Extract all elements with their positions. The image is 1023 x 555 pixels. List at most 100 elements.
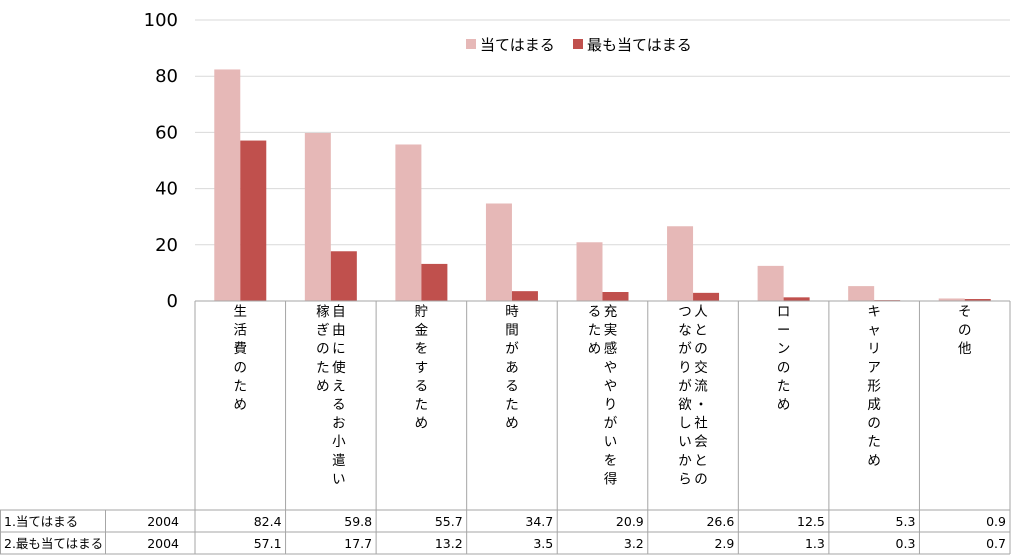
table-cell-value: 34.7 xyxy=(525,514,553,529)
y-tick-label: 0 xyxy=(167,291,178,312)
bar-series1 xyxy=(757,265,784,301)
bar-series1 xyxy=(485,203,512,301)
bar-series1 xyxy=(304,132,331,301)
category-label-char: い xyxy=(604,434,618,450)
bar-series1 xyxy=(395,144,422,301)
category-label-char: 間 xyxy=(505,323,519,339)
y-axis-ticks: 0 20 40 60 80 100 xyxy=(144,10,178,312)
legend-label: 当てはまる xyxy=(480,36,555,54)
bar-series2 xyxy=(330,251,357,301)
y-tick-label: 40 xyxy=(155,179,178,200)
bar-series2 xyxy=(693,292,720,301)
bar-series1 xyxy=(938,298,965,301)
category-label-char: 形 xyxy=(867,378,881,394)
category-label-char: た xyxy=(867,434,881,450)
category-label-char: す xyxy=(415,360,429,376)
category-label-char: の xyxy=(694,471,708,487)
category-label-char: の xyxy=(694,341,708,357)
category-label-char: め xyxy=(867,453,881,469)
category-label-char: る xyxy=(505,378,519,394)
category-label-char: 遣 xyxy=(332,453,346,469)
category-label-char: い xyxy=(332,471,346,487)
category-label-char: た xyxy=(316,360,330,376)
bar-series2 xyxy=(964,299,991,301)
table-cell-value: 20.9 xyxy=(616,514,644,529)
category-label-char: ぎ xyxy=(316,323,330,339)
category-label-char: と xyxy=(694,323,708,339)
category-label-char: る xyxy=(588,304,602,320)
category-label-char: か xyxy=(678,453,692,469)
bar-series1 xyxy=(214,69,241,302)
category-label-char: 金 xyxy=(415,323,429,339)
table-cell-value: 3.5 xyxy=(533,536,553,551)
category-label-char: 会 xyxy=(694,434,708,450)
category-label-char: め xyxy=(415,416,429,432)
category-label-char: お xyxy=(332,416,346,432)
category-label-char: 使 xyxy=(332,359,346,376)
table-cell-value: 82.4 xyxy=(254,514,282,529)
category-label-char: め xyxy=(588,341,602,357)
category-label-char: り xyxy=(604,397,618,413)
table-cell-value: 1.3 xyxy=(805,536,825,551)
table-cell-value: 12.5 xyxy=(797,514,825,529)
category-label-char: 成 xyxy=(867,397,881,413)
category-label-char: ア xyxy=(867,360,881,376)
category-label-char: え xyxy=(332,378,346,394)
table-cell-value: 3.2 xyxy=(624,536,644,551)
category-label-char: ー xyxy=(777,323,791,339)
category-label-char: た xyxy=(505,397,519,413)
category-label-char: 人 xyxy=(694,304,708,320)
category-label-char: の xyxy=(234,360,248,376)
table-row-year: 2004 xyxy=(147,536,179,551)
category-label-char: 交 xyxy=(694,359,708,376)
category-label-char: ン xyxy=(777,341,791,357)
category-label-char: め xyxy=(505,416,519,432)
category-label-char: キ xyxy=(867,304,881,320)
category-label-char: り xyxy=(678,360,692,376)
table-cell-value: 0.3 xyxy=(896,536,916,551)
category-label-char: 感 xyxy=(604,340,618,357)
bar-series1 xyxy=(848,286,875,301)
table-cell-value: 5.3 xyxy=(896,514,916,529)
category-label-char: や xyxy=(604,378,618,394)
table-cell-value: 55.7 xyxy=(435,514,463,529)
table-cell-value: 59.8 xyxy=(344,514,372,529)
category-label-char: を xyxy=(604,453,618,469)
data-table: 生活費のため稼ぎのため自由に使えるお小遣い貯金をするため時間があるためるため充実… xyxy=(0,300,1011,555)
bar-series2 xyxy=(783,297,810,301)
y-tick-label: 100 xyxy=(144,10,178,31)
category-label-char: め xyxy=(234,397,248,413)
bar-series2 xyxy=(511,291,538,301)
category-label-char: 自 xyxy=(332,304,346,320)
category-label-char: が xyxy=(678,341,692,357)
category-label-char: あ xyxy=(505,360,519,376)
category-label-char: の xyxy=(316,341,330,357)
category-label-char: の xyxy=(958,323,972,339)
category-label-char: に xyxy=(332,341,346,357)
category-label-char: 時 xyxy=(505,304,519,320)
table-cell-value: 57.1 xyxy=(254,536,282,551)
category-label-char: た xyxy=(415,397,429,413)
category-label-char: め xyxy=(777,397,791,413)
category-label-char: 欲 xyxy=(678,397,692,413)
category-label-char: 得 xyxy=(604,470,618,487)
table-cell-value: 0.7 xyxy=(986,536,1006,551)
category-label-char: 貯 xyxy=(415,304,429,320)
table-cell-value: 26.6 xyxy=(706,514,734,529)
table-cell-value: 0.9 xyxy=(986,514,1006,529)
table-cell-value: 17.7 xyxy=(344,536,372,551)
category-label-char: そ xyxy=(958,304,972,320)
category-label-char: い xyxy=(678,434,692,450)
category-label-char: る xyxy=(332,397,346,413)
category-label-char: 小 xyxy=(332,434,346,450)
bar-series2 xyxy=(602,292,629,301)
category-label-char: し xyxy=(678,416,692,432)
category-label-char: 稼 xyxy=(316,304,330,320)
bar-series2 xyxy=(240,140,267,301)
category-label-char: の xyxy=(777,360,791,376)
category-label-char: 生 xyxy=(234,304,248,320)
legend-swatch xyxy=(573,39,583,49)
category-label-char: ャ xyxy=(867,323,881,339)
table-cell-value: 2.9 xyxy=(714,536,734,551)
